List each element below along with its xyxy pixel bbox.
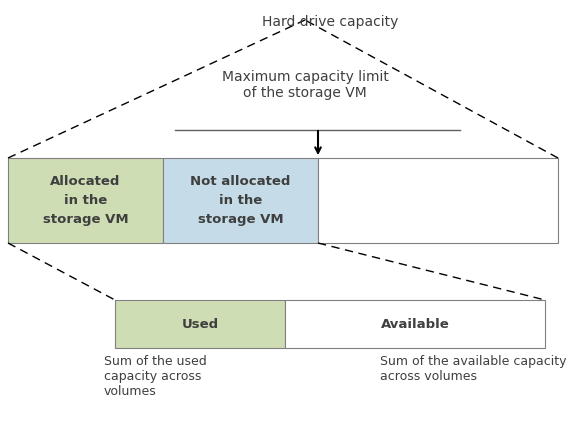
Text: Sum of the available capacity
across volumes: Sum of the available capacity across vol…: [380, 355, 567, 383]
Bar: [318, 158, 558, 243]
Text: Used: Used: [182, 318, 218, 330]
Text: Sum of the used
capacity across
volumes: Sum of the used capacity across volumes: [104, 355, 207, 398]
Text: Available: Available: [381, 318, 450, 330]
Bar: [115, 300, 285, 348]
Text: Not allocated
in the
storage VM: Not allocated in the storage VM: [190, 175, 291, 226]
Bar: [285, 300, 545, 348]
Text: Hard drive capacity: Hard drive capacity: [262, 15, 398, 29]
Bar: [163, 158, 318, 243]
Text: Maximum capacity limit
of the storage VM: Maximum capacity limit of the storage VM: [221, 70, 389, 100]
Bar: [8, 158, 163, 243]
Text: Allocated
in the
storage VM: Allocated in the storage VM: [43, 175, 129, 226]
